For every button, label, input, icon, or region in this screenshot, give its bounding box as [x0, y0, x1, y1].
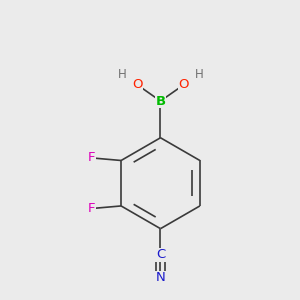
Text: F: F — [88, 202, 95, 215]
Text: O: O — [179, 78, 189, 91]
Text: H: H — [194, 68, 203, 81]
Text: F: F — [88, 152, 95, 164]
Text: O: O — [132, 78, 142, 91]
Text: H: H — [118, 68, 127, 81]
Text: N: N — [156, 271, 165, 284]
Text: B: B — [155, 94, 166, 107]
Text: C: C — [156, 248, 165, 261]
